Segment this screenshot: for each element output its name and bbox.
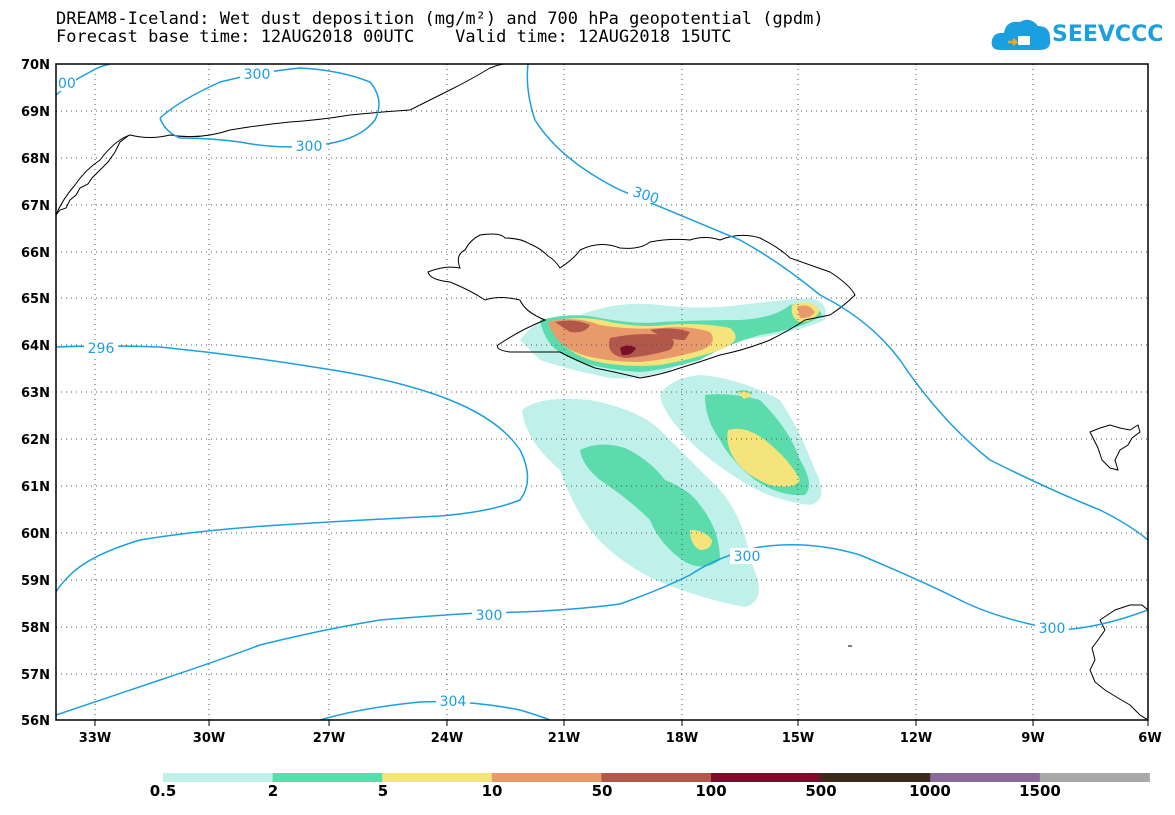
lon-labels: 33W 30W 27W 24W 21W 18W 15W 12W 9W 6W bbox=[79, 731, 1162, 746]
contour-label: 300 bbox=[631, 184, 661, 207]
lat-label: 56N bbox=[21, 714, 50, 729]
logo-text: SEEVCCC bbox=[1052, 22, 1164, 47]
lat-label: 70N bbox=[21, 58, 50, 73]
colorbar-swatch bbox=[163, 773, 274, 782]
colorbar-label: 500 bbox=[805, 782, 837, 800]
lat-label: 65N bbox=[21, 292, 50, 307]
lat-label: 63N bbox=[21, 386, 50, 401]
lat-label: 59N bbox=[21, 574, 50, 589]
lat-label: 62N bbox=[21, 433, 50, 448]
colorbar-label: 5 bbox=[377, 782, 389, 800]
lon-label: 18W bbox=[666, 731, 698, 746]
colorbar-swatch bbox=[1039, 773, 1150, 782]
dust-deposition-layer bbox=[520, 298, 826, 607]
lon-label: 6W bbox=[1138, 731, 1161, 746]
contour-label: 300 bbox=[244, 67, 271, 83]
lat-label: 69N bbox=[21, 105, 50, 120]
colorbar-label: 1000 bbox=[909, 782, 951, 800]
lat-labels: 70N 69N 68N 67N 66N 65N 64N 63N 62N 61N … bbox=[21, 58, 50, 729]
contour-labels: 300 300 300 296 300 300 300 304 00 bbox=[56, 66, 1069, 710]
colorbar-swatch bbox=[930, 773, 1041, 782]
lat-label: 61N bbox=[21, 480, 50, 495]
colorbar-swatch bbox=[382, 773, 493, 782]
colorbar-swatch bbox=[491, 773, 602, 782]
contour-label: 300 bbox=[476, 608, 503, 624]
lat-label: 67N bbox=[21, 199, 50, 214]
colorbar-swatch bbox=[272, 773, 383, 782]
coastlines bbox=[56, 64, 1148, 720]
lon-label: 33W bbox=[79, 731, 111, 746]
colorbar-swatch bbox=[820, 773, 931, 782]
contour-label: 00 bbox=[58, 76, 76, 92]
colorbar-label: 50 bbox=[591, 782, 613, 800]
map-title-line2: Forecast base time: 12AUG2018 00UTC Vali… bbox=[56, 27, 732, 47]
lon-label: 21W bbox=[548, 731, 580, 746]
colorbar-label: 100 bbox=[695, 782, 727, 800]
contour-label: 300 bbox=[1039, 621, 1066, 637]
contour-label: 300 bbox=[296, 139, 323, 155]
colorbar-label: 2 bbox=[267, 782, 279, 800]
lon-label: 30W bbox=[193, 731, 225, 746]
colorbar-swatch bbox=[711, 773, 822, 782]
map-frame bbox=[55, 63, 1149, 721]
colorbar-swatch bbox=[601, 773, 712, 782]
lat-label: 64N bbox=[21, 339, 50, 354]
colorbar-label: 0.5 bbox=[149, 782, 177, 800]
lon-label: 27W bbox=[313, 731, 345, 746]
lon-label: 15W bbox=[782, 731, 814, 746]
lat-label: 68N bbox=[21, 152, 50, 167]
contour-label: 304 bbox=[440, 694, 467, 710]
colorbar-label: 10 bbox=[481, 782, 503, 800]
map-title-line1: DREAM8-Iceland: Wet dust deposition (mg/… bbox=[56, 9, 824, 29]
colorbar-label: 1500 bbox=[1019, 782, 1061, 800]
cloud-logo-icon bbox=[991, 19, 1051, 50]
contour-label: 296 bbox=[88, 341, 115, 357]
tick-marks bbox=[94, 720, 1149, 726]
lon-label: 9W bbox=[1021, 731, 1044, 746]
lon-label: 12W bbox=[900, 731, 932, 746]
lat-label: 58N bbox=[21, 621, 50, 636]
lat-label: 60N bbox=[21, 527, 50, 542]
lon-label: 24W bbox=[431, 731, 463, 746]
contour-label: 300 bbox=[734, 549, 761, 565]
map-grid bbox=[56, 64, 1148, 720]
colorbar bbox=[163, 773, 1150, 782]
lat-label: 66N bbox=[21, 246, 50, 261]
lat-label: 57N bbox=[21, 668, 50, 683]
